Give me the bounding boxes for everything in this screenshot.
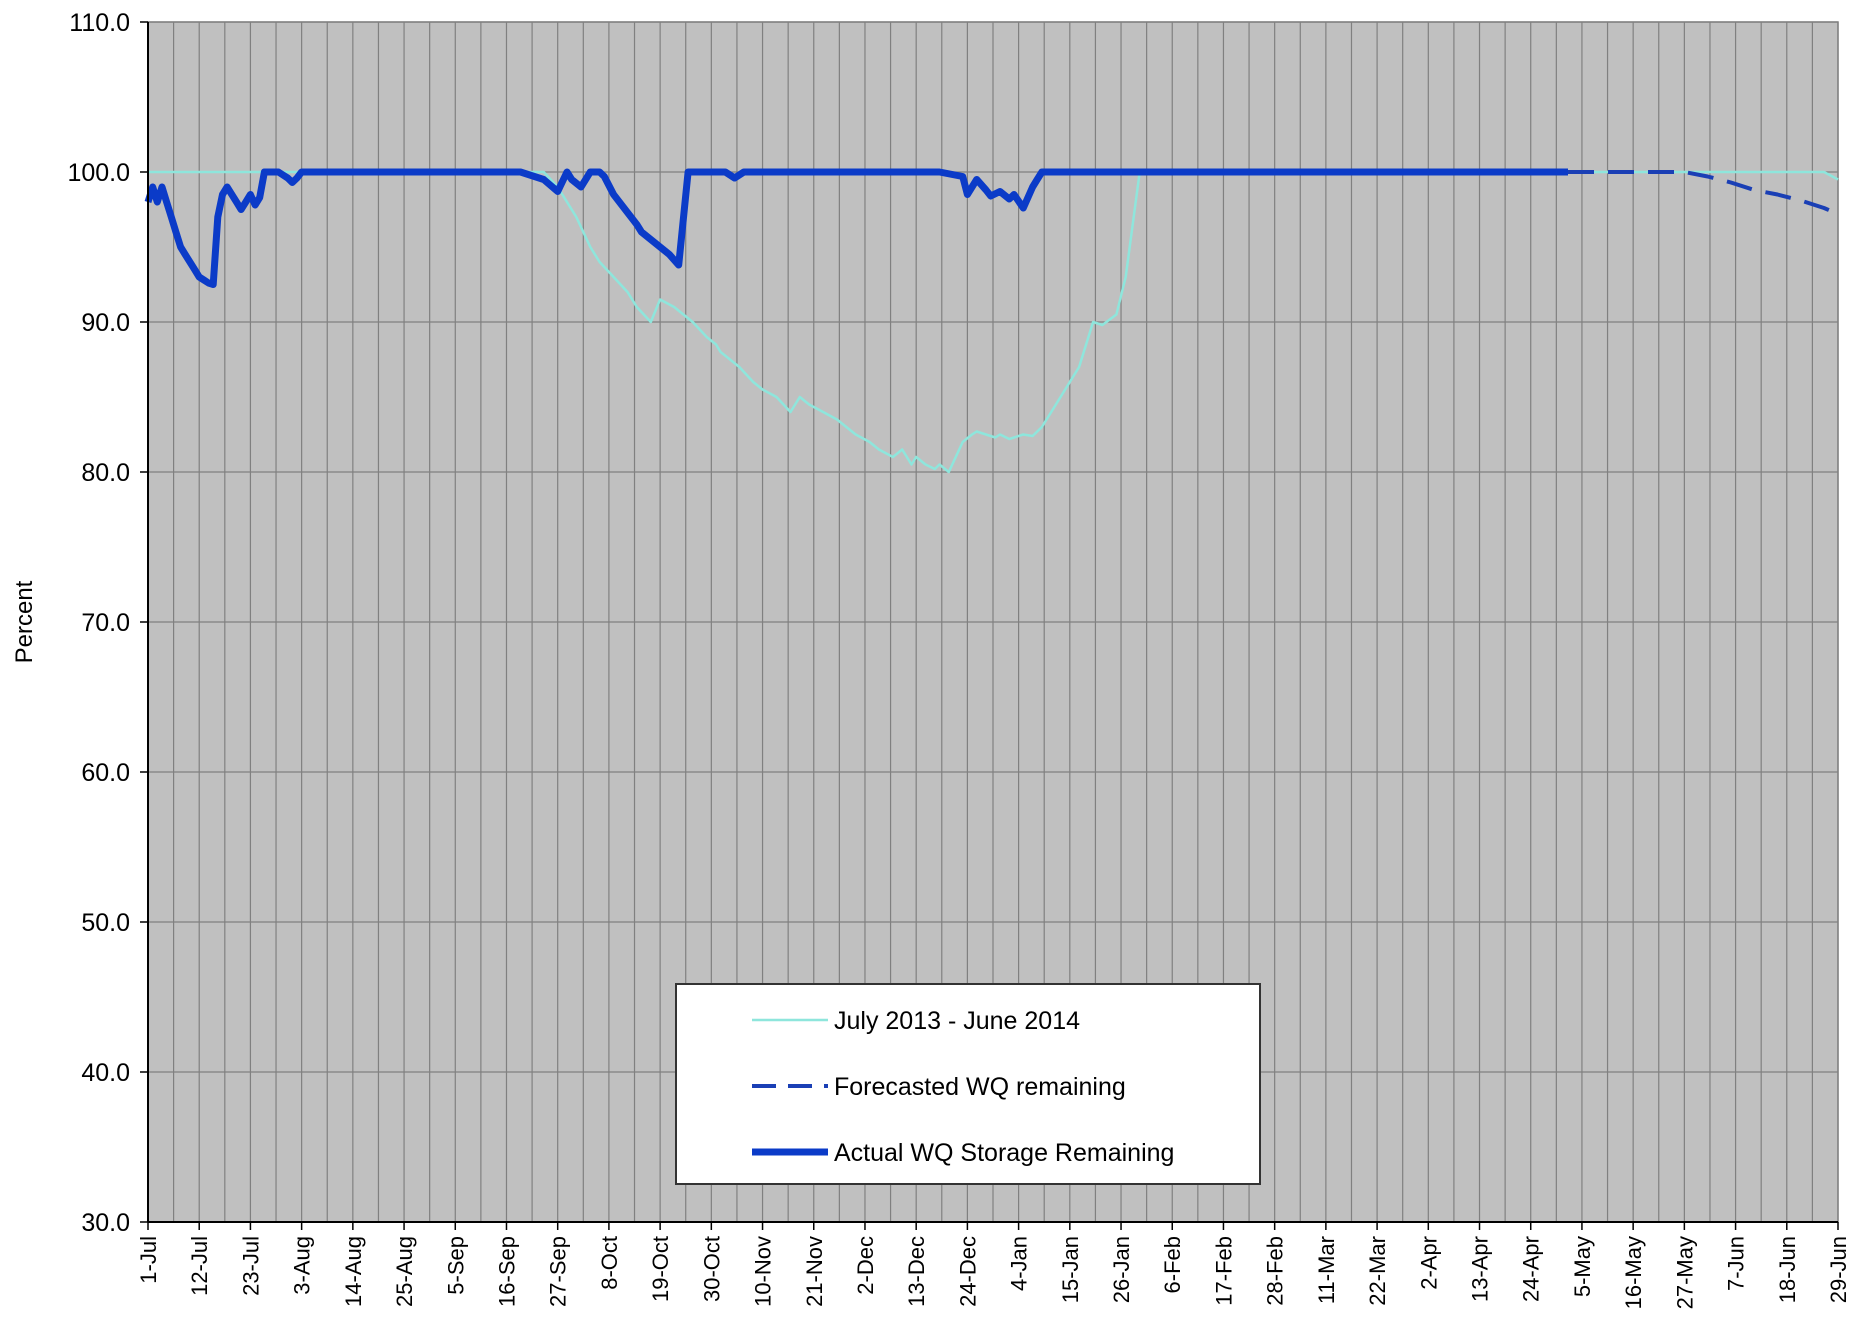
legend-label-actual-storage: Actual WQ Storage Remaining (834, 1139, 1174, 1167)
y-tick-label: 50.0 (81, 909, 130, 937)
x-tick-label: 26-Jan (1109, 1236, 1134, 1303)
x-tick-label: 23-Jul (238, 1236, 263, 1296)
x-tick-label: 1-Jul (136, 1236, 161, 1284)
x-tick-label: 2-Apr (1416, 1236, 1441, 1290)
x-tick-label: 18-Jun (1775, 1236, 1800, 1303)
series-line-period (148, 170, 1839, 474)
x-tick-label: 13-Dec (904, 1236, 929, 1307)
y-tick-labels: 30.0 40.0 50.0 60.0 70.0 80.0 90.0 100.0 110.0 (67, 9, 130, 1237)
y-axis-label: Percent (11, 580, 38, 663)
x-tick-label: 7-Jun (1724, 1236, 1749, 1291)
legend-label-actual-period: July 2013 - June 2014 (834, 1007, 1080, 1035)
x-tick-label: 27-Sep (546, 1236, 571, 1307)
y-tick-label: 90.0 (81, 309, 130, 337)
x-tick-label: 12-Jul (187, 1236, 212, 1296)
x-tick-label: 10-Nov (751, 1236, 776, 1307)
series-line-forecast (1568, 170, 1839, 216)
y-tick-label: 100.0 (67, 159, 130, 187)
x-tick-label: 17-Feb (1211, 1236, 1236, 1306)
x-tick-label: 28-Feb (1263, 1236, 1288, 1306)
x-tick-label: 22-Mar (1365, 1236, 1390, 1306)
x-tick-label: 8-Oct (597, 1236, 622, 1290)
x-tick-labels: 1-Jul 12-Jul 23-Jul 3-Aug 14-Aug 25-Aug 5-Sep 1… (136, 1236, 1850, 1309)
y-tick-label: 70.0 (81, 609, 130, 637)
series-line-actual-storage (144, 168, 1568, 288)
x-tick-label: 19-Oct (648, 1236, 673, 1302)
axes (140, 21, 1839, 1230)
x-tick-label: 13-Apr (1468, 1236, 1493, 1302)
x-tick-label: 27-May (1672, 1236, 1697, 1309)
x-tick-label: 4-Jan (1007, 1236, 1032, 1291)
series-layer (144, 168, 1839, 474)
x-tick-label: 15-Jan (1058, 1236, 1083, 1303)
y-tick-label: 30.0 (81, 1209, 130, 1237)
x-tick-label: 16-May (1621, 1236, 1646, 1309)
legend-label-forecast: Forecasted WQ remaining (834, 1073, 1126, 1101)
y-tick-label: 40.0 (81, 1059, 130, 1087)
x-tick-label: 16-Sep (494, 1236, 519, 1307)
x-tick-label: 5-Sep (443, 1236, 468, 1295)
x-tick-label: 11-Mar (1314, 1236, 1339, 1304)
x-tick-label: 29-Jun (1826, 1236, 1850, 1303)
x-tick-label: 2-Dec (853, 1236, 878, 1295)
x-tick-label: 25-Aug (392, 1236, 417, 1307)
x-tick-label: 3-Aug (290, 1236, 315, 1295)
y-tick-label: 110.0 (69, 9, 130, 37)
x-tick-label: 30-Oct (699, 1236, 724, 1302)
x-tick-label: 14-Aug (341, 1236, 366, 1307)
legend: July 2013 - June 2014 Forecasted WQ rema… (675, 983, 1261, 1185)
x-tick-label: 24-Dec (955, 1236, 980, 1307)
x-tick-label: 24-Apr (1519, 1236, 1544, 1302)
x-tick-label: 21-Nov (802, 1236, 827, 1307)
x-tick-label: 6-Feb (1160, 1236, 1185, 1293)
x-tick-label: 5-May (1570, 1236, 1595, 1297)
y-tick-label: 80.0 (81, 459, 130, 487)
y-tick-label: 60.0 (81, 759, 130, 787)
